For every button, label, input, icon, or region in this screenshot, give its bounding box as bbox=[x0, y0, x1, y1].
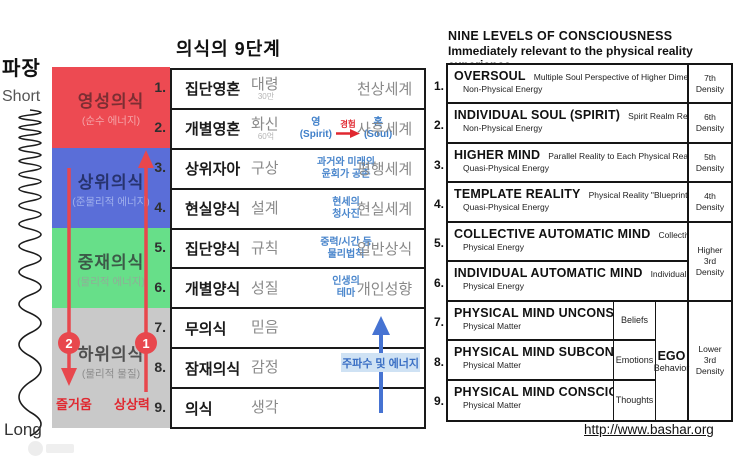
density-cell: 6th Density bbox=[687, 104, 731, 144]
frequency-energy-badge: 주파수 및 에너지 bbox=[341, 353, 420, 372]
density-cell-lower-3rd: Lower 3rd Density bbox=[687, 301, 731, 420]
table-row: COLLECTIVE AUTOMATIC MINDCollective Agre… bbox=[448, 223, 687, 263]
imagination-joy-arrows: 1 2 bbox=[58, 150, 157, 392]
table-row: 집단양식 규칙 중력/시간 등 물리법칙 일반상식 bbox=[172, 229, 424, 270]
korean-levels-table: 집단영혼 대령 30만 천상세계 개별영혼 화신 60억 영 (Spirit) 경험… bbox=[170, 68, 426, 429]
table-row: PHYSICAL MIND SUBCONSCIOUS Physical Matt… bbox=[448, 341, 614, 381]
level-number: 6. bbox=[433, 276, 444, 290]
table-row: INDIVIDUAL SOUL (SPIRIT)Spirit Realm Rea… bbox=[448, 104, 687, 144]
band-mediating-consciousness: 중재의식 (물리적 에너지) bbox=[52, 228, 170, 308]
english-levels-table: OVERSOUL Multiple Soul Perspective of Hig… bbox=[446, 63, 733, 422]
table-row: 집단영혼 대령 30만 천상세계 bbox=[172, 70, 424, 110]
frequency-energy-arrow bbox=[372, 316, 390, 413]
arrow-1-badge bbox=[135, 332, 157, 354]
level-number: 5. bbox=[433, 236, 444, 250]
level-number: 8. bbox=[433, 355, 444, 369]
level-number: 1. bbox=[433, 79, 444, 93]
table-row: OVERSOUL Multiple Soul Perspective of Hig… bbox=[448, 65, 687, 105]
table-row: 개별양식 성질 인생의 테마 개인성향 bbox=[172, 269, 424, 310]
emotions-cell: Emotions bbox=[614, 341, 656, 381]
spirit-soul-annotation: 영 (Spirit) 경험 혼 (Soul) bbox=[299, 117, 393, 140]
level-number: 2. bbox=[154, 119, 166, 135]
bashar-url-link[interactable]: http://www.bashar.org bbox=[584, 422, 714, 437]
wavelength-label: 파장 bbox=[2, 58, 41, 80]
thoughts-cell: Thoughts bbox=[614, 380, 656, 420]
density-cell: 5th Density bbox=[687, 143, 731, 184]
level-number: 4. bbox=[433, 197, 444, 211]
level-number: 9. bbox=[154, 399, 166, 415]
density-cell: 7th Density bbox=[687, 65, 731, 105]
level-number: 7. bbox=[154, 319, 166, 335]
short-wavelength-label: Short bbox=[2, 88, 41, 105]
table-row: 개별영혼 화신 60억 영 (Spirit) 경험 혼 (Soul) 사후세계 bbox=[172, 109, 424, 150]
table-row: HIGHER MIND Parallel Reality to Each Phys… bbox=[448, 144, 687, 184]
arrow-2-number: 2 bbox=[65, 336, 72, 351]
level-number: 5. bbox=[154, 239, 166, 255]
arrow-2-badge bbox=[58, 332, 80, 354]
watermark bbox=[28, 441, 74, 456]
level-number: 8. bbox=[154, 359, 166, 375]
korean-table-title: 의식의 9단계 bbox=[176, 39, 281, 59]
density-cell: 4th Density bbox=[687, 183, 731, 223]
level-number: 2. bbox=[433, 118, 444, 132]
imagination-label: 상상력 bbox=[114, 397, 150, 412]
band-higher-consciousness: 상위의식 (준물리적 에너지) bbox=[52, 148, 170, 228]
level-number: 1. bbox=[154, 79, 166, 95]
experience-arrow-icon bbox=[335, 128, 360, 138]
table-row: PHYSICAL MIND UNCONSCIOUS Physical Matte… bbox=[448, 301, 614, 342]
table-row: 현실양식 설계 현세의 청사진 현실세계 bbox=[172, 189, 424, 230]
arrow-1-number: 1 bbox=[142, 336, 149, 351]
ego-cell: EGO Behavior bbox=[653, 348, 690, 373]
level-number: 4. bbox=[154, 199, 166, 215]
level-number: 3. bbox=[433, 158, 444, 172]
table-row: TEMPLATE REALITY Physical Reality "Bluepr… bbox=[448, 183, 687, 223]
level-number: 6. bbox=[154, 279, 166, 295]
level-number: 9. bbox=[433, 394, 444, 408]
table-row: PHYSICAL MIND CONSCIOUS Physical Matter bbox=[448, 380, 614, 420]
table-row: 무의식 믿음 bbox=[172, 309, 424, 350]
english-table-title: NINE LEVELS OF CONSCIOUSNESS bbox=[448, 29, 673, 43]
band-spiritual-consciousness: 영성의식 (순수 에너지) bbox=[52, 67, 170, 148]
beliefs-cell: Beliefs bbox=[614, 301, 656, 342]
experience-label: 경험 bbox=[340, 119, 356, 130]
watermark-logo-icon bbox=[28, 441, 43, 456]
long-wavelength-label: Long bbox=[4, 420, 42, 439]
table-row: 상위자아 구상 과거와 미래의 윤회가 공존 평행세계 bbox=[172, 149, 424, 190]
level-number: 3. bbox=[154, 159, 166, 175]
wavelength-wave-icon bbox=[18, 109, 42, 437]
level-number: 7. bbox=[433, 315, 444, 329]
joy-label: 즐거움 bbox=[56, 397, 92, 412]
density-cell-higher-3rd: Higher 3rd Density bbox=[687, 222, 731, 302]
